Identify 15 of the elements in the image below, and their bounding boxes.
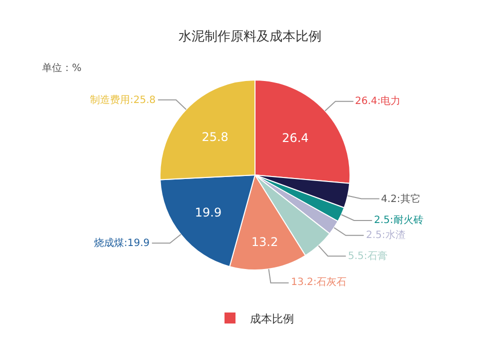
- chart-title: 水泥制作原料及成本比例: [178, 30, 322, 45]
- legend-label: 成本比例: [250, 312, 294, 326]
- text: 26.4: [282, 131, 309, 146]
- slice-label: 4.2:其它: [381, 193, 420, 205]
- slice-label: 26.4:电力: [355, 95, 401, 107]
- slice-label: 2.5:耐火砖: [374, 214, 424, 226]
- slice-label: 13.2:石灰石: [291, 277, 347, 288]
- slice-label: 烧成煤:19.9: [94, 237, 150, 249]
- slice-label: 5.5:石膏: [348, 250, 388, 262]
- text: 单位：%: [42, 62, 82, 74]
- text: 19.9: [194, 205, 222, 220]
- slice-label: 2.5:水渣: [366, 229, 406, 241]
- text: 13.2: [251, 235, 278, 250]
- text: 25.8: [202, 130, 228, 144]
- slice-label: 制造费用:25.8: [90, 94, 156, 106]
